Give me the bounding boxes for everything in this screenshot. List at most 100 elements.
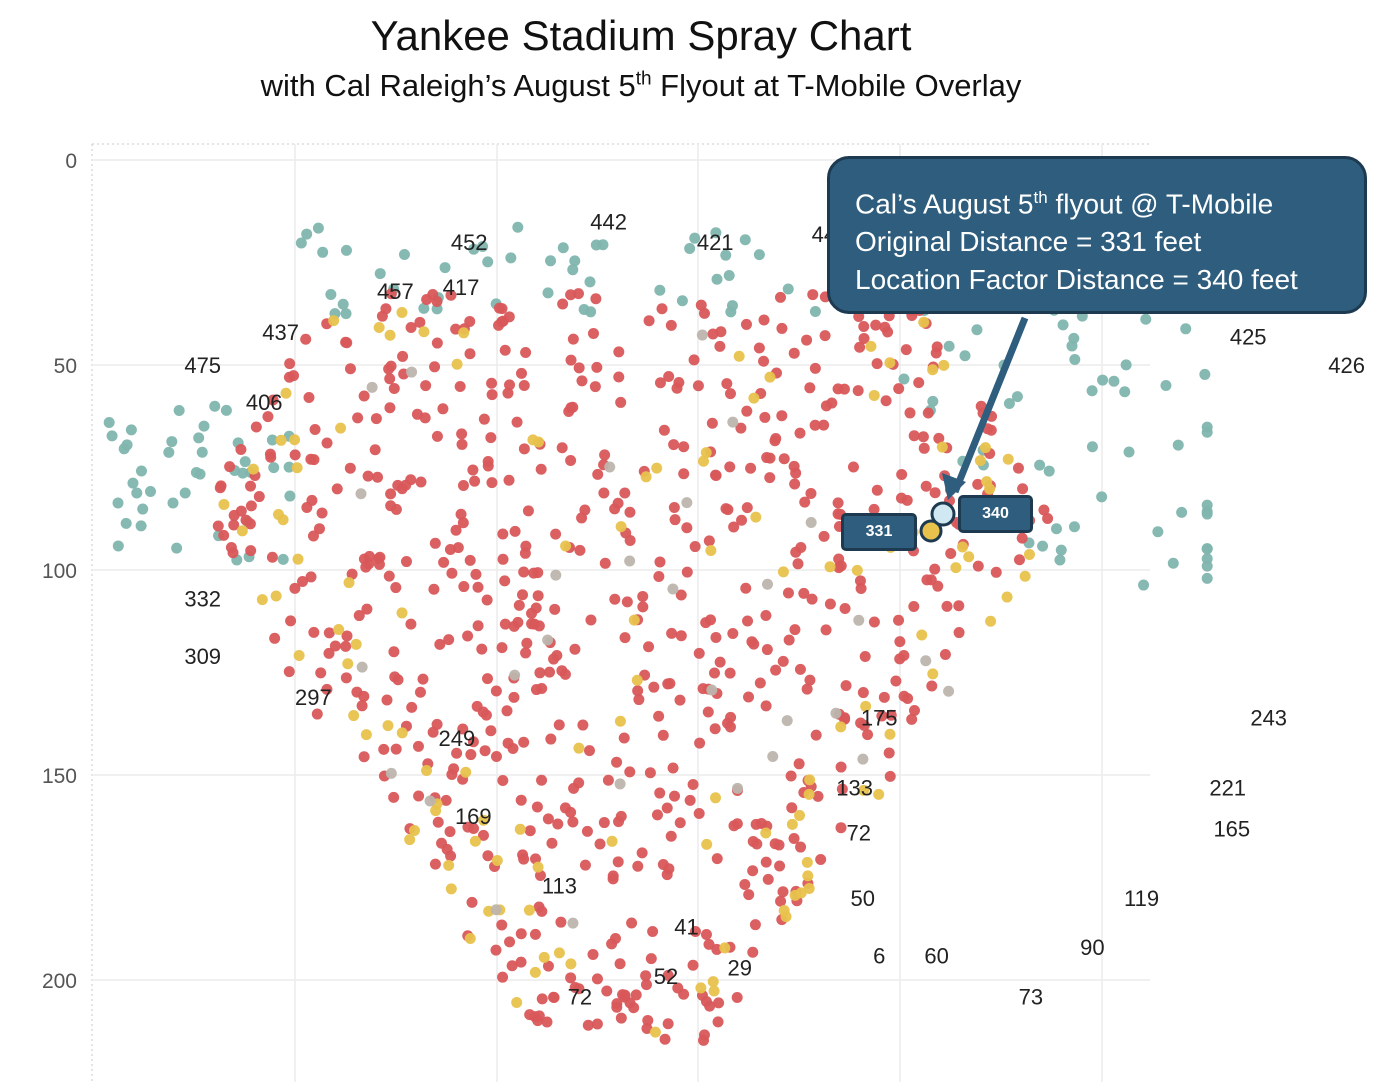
out-point [871,484,883,496]
out-point [714,656,726,668]
single-point [280,387,292,399]
home-run-point [237,467,249,479]
out-point [529,928,541,940]
single-point [795,887,807,899]
single-point [343,577,355,589]
location-factor-distance-tag: 340 [958,495,1033,533]
out-point [264,448,276,460]
home-run-point [283,461,295,473]
out-point [584,745,596,757]
single-point [396,306,408,318]
out-point [637,590,649,602]
out-point [859,651,871,663]
home-run-point [710,227,722,239]
out-point [567,333,579,345]
home-run-point [112,540,124,552]
out-point [854,341,866,353]
single-point [606,835,618,847]
out-point [657,729,669,741]
single-point [1023,548,1035,560]
out-point [710,469,722,481]
out-point [612,497,624,509]
out-point [546,837,558,849]
single-point [408,825,420,837]
home-run-point [567,264,579,276]
home-run-point [505,252,517,264]
single-point [804,774,816,786]
out-point [436,837,448,849]
home-run-point [557,242,569,254]
home-run-point [1201,572,1213,584]
out-point [370,413,382,425]
out-point [315,667,327,679]
out-point [632,685,644,697]
distance-label: 417 [443,275,480,300]
out-point [839,712,851,724]
out-point [739,879,751,891]
single-point [418,326,430,338]
out-point [341,630,353,642]
out-point [528,618,540,630]
out-point [309,424,321,436]
home-run-point [1068,521,1080,533]
single-point [884,728,896,740]
out-point [809,419,821,431]
out-point [501,705,513,717]
out-point [807,289,819,301]
single-point [615,521,627,533]
home-run-point [1069,353,1081,365]
home-run-point [1138,579,1150,591]
out-point [689,926,701,938]
distance-label: 133 [836,775,873,800]
home-run-point [477,240,489,252]
out-point [504,936,516,948]
single-point [277,514,289,526]
out-point [709,723,721,735]
out-point [654,377,666,389]
out-point [753,342,765,354]
single-point [384,329,396,341]
home-run-point [1108,375,1120,387]
out-point [736,514,748,526]
other-point [424,795,436,807]
out-point [582,1019,594,1031]
single-point [918,316,930,328]
out-point [782,587,794,599]
out-point [499,344,511,356]
out-point [901,494,913,506]
other-point [406,366,418,378]
out-point [602,774,614,786]
out-point [747,946,759,958]
out-point [1016,532,1028,544]
other-point [490,904,502,916]
single-point [529,966,541,978]
out-point [790,546,802,558]
single-point [445,883,457,895]
home-run-point [120,517,132,529]
out-point [531,801,543,813]
callout-line-2: Original Distance = 331 feet [855,226,1202,258]
out-point [490,751,502,763]
out-point [774,860,786,872]
home-run-point [1003,398,1015,410]
out-point [890,675,902,687]
other-point [567,917,579,929]
out-point [499,575,511,587]
out-point [826,397,838,409]
out-point [626,917,638,929]
home-run-point [1172,439,1184,451]
out-point [917,431,929,443]
out-point [884,770,896,782]
home-run-point [1201,543,1213,555]
out-point [323,647,335,659]
out-point [471,700,483,712]
out-point [747,865,759,877]
out-point [390,582,402,594]
out-point [675,589,687,601]
out-point [536,993,548,1005]
out-point [801,334,813,346]
other-point [767,750,779,762]
home-run-point [144,485,156,497]
out-point [405,618,417,630]
home-run-point [340,244,352,256]
